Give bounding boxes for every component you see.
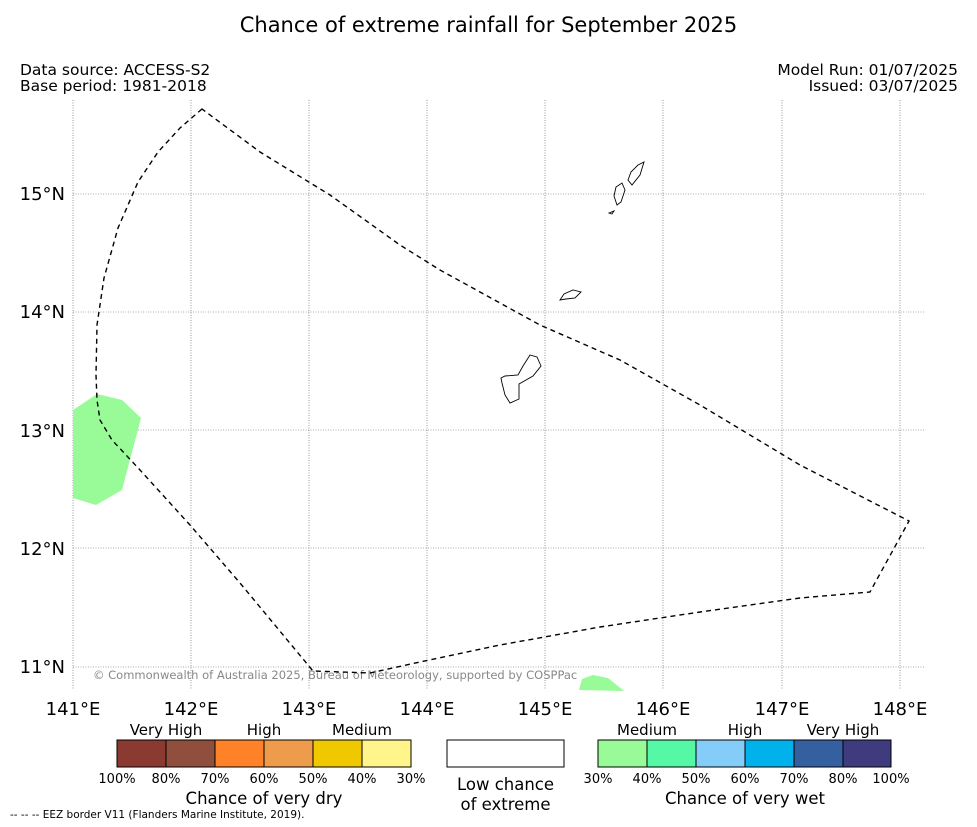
wet-swatch-3 <box>744 739 795 768</box>
dry-tick-4: 50% <box>299 772 328 787</box>
lon-label-148: 148°E <box>873 699 928 720</box>
dry-colorbar <box>116 739 412 768</box>
wet-tick-2: 50% <box>682 772 711 787</box>
lon-label-142: 142°E <box>164 699 219 720</box>
dry-cat-medium: Medium <box>332 721 392 739</box>
wet-tick-3: 60% <box>731 772 760 787</box>
dry-swatch-0 <box>116 739 167 768</box>
wet-area-west <box>73 394 141 505</box>
wet-tick-5: 80% <box>829 772 858 787</box>
lon-label-143: 143°E <box>282 699 337 720</box>
data-source-info: Data source: ACCESS-S2 Base period: 1981… <box>20 62 210 94</box>
issued-date: Issued: 03/07/2025 <box>808 77 958 95</box>
lon-label-146: 146°E <box>636 699 691 720</box>
data-source: Data source: ACCESS-S2 <box>20 61 211 79</box>
dry-cat-very-high: Very High <box>130 721 203 739</box>
eez-footnote: -- -- -- EEZ border V11 (Flanders Marine… <box>10 809 305 821</box>
lat-label-12: 12°N <box>20 539 65 560</box>
dry-colorbar-title: Chance of very dry <box>186 789 343 808</box>
lon-label-147: 147°E <box>755 699 810 720</box>
dry-swatch-3 <box>263 739 314 768</box>
model-run-info: Model Run: 01/07/2025 Issued: 03/07/2025 <box>777 62 958 94</box>
dry-tick-6: 30% <box>397 772 426 787</box>
wet-tick-1: 40% <box>633 772 662 787</box>
dry-swatch-1 <box>165 739 216 768</box>
dry-tick-1: 80% <box>152 772 181 787</box>
wet-swatch-0 <box>597 739 648 768</box>
dry-swatch-2 <box>214 739 265 768</box>
dry-tick-0: 100% <box>98 772 135 787</box>
wet-swatch-4 <box>793 739 844 768</box>
wet-tick-6: 100% <box>872 772 909 787</box>
model-run: Model Run: 01/07/2025 <box>777 61 958 79</box>
graticule <box>72 100 924 690</box>
island-guam <box>500 354 542 404</box>
wet-area-south <box>579 675 624 691</box>
base-period: Base period: 1981-2018 <box>20 77 207 95</box>
lon-label-144: 144°E <box>400 699 455 720</box>
island-aguijan <box>607 210 616 215</box>
copyright-text: © Commonwealth of Australia 2025, Bureau… <box>93 668 577 682</box>
wet-tick-4: 70% <box>780 772 809 787</box>
eez-border <box>95 108 910 674</box>
low-chance-swatch <box>446 739 565 768</box>
dry-tick-3: 60% <box>250 772 279 787</box>
dry-tick-2: 70% <box>201 772 230 787</box>
lat-label-13: 13°N <box>20 421 65 442</box>
wet-cat-high: High <box>728 721 762 739</box>
lat-label-11: 11°N <box>20 657 65 678</box>
wet-tick-0: 30% <box>584 772 613 787</box>
wet-colorbar-title: Chance of very wet <box>665 789 826 808</box>
chart-title: Chance of extreme rainfall for September… <box>239 13 738 37</box>
island-saipan <box>627 161 645 186</box>
dry-swatch-5 <box>361 739 412 768</box>
dry-tick-5: 40% <box>348 772 377 787</box>
lon-label-145: 145°E <box>518 699 573 720</box>
wet-swatch-2 <box>695 739 746 768</box>
islands <box>500 161 645 404</box>
low-chance-label: Low chance of extreme <box>456 775 555 814</box>
wet-cat-very-high: Very High <box>807 721 880 739</box>
lon-label-141: 141°E <box>46 699 101 720</box>
wet-swatch-1 <box>646 739 697 768</box>
island-rota <box>559 289 582 301</box>
lat-label-14: 14°N <box>20 302 65 323</box>
dry-swatch-4 <box>312 739 363 768</box>
wet-swatch-5 <box>842 739 892 768</box>
wet-colorbar <box>597 739 892 768</box>
wet-cat-medium: Medium <box>617 721 677 739</box>
lat-label-15: 15°N <box>20 184 65 205</box>
dry-cat-high: High <box>247 721 281 739</box>
island-tinian <box>613 182 626 206</box>
